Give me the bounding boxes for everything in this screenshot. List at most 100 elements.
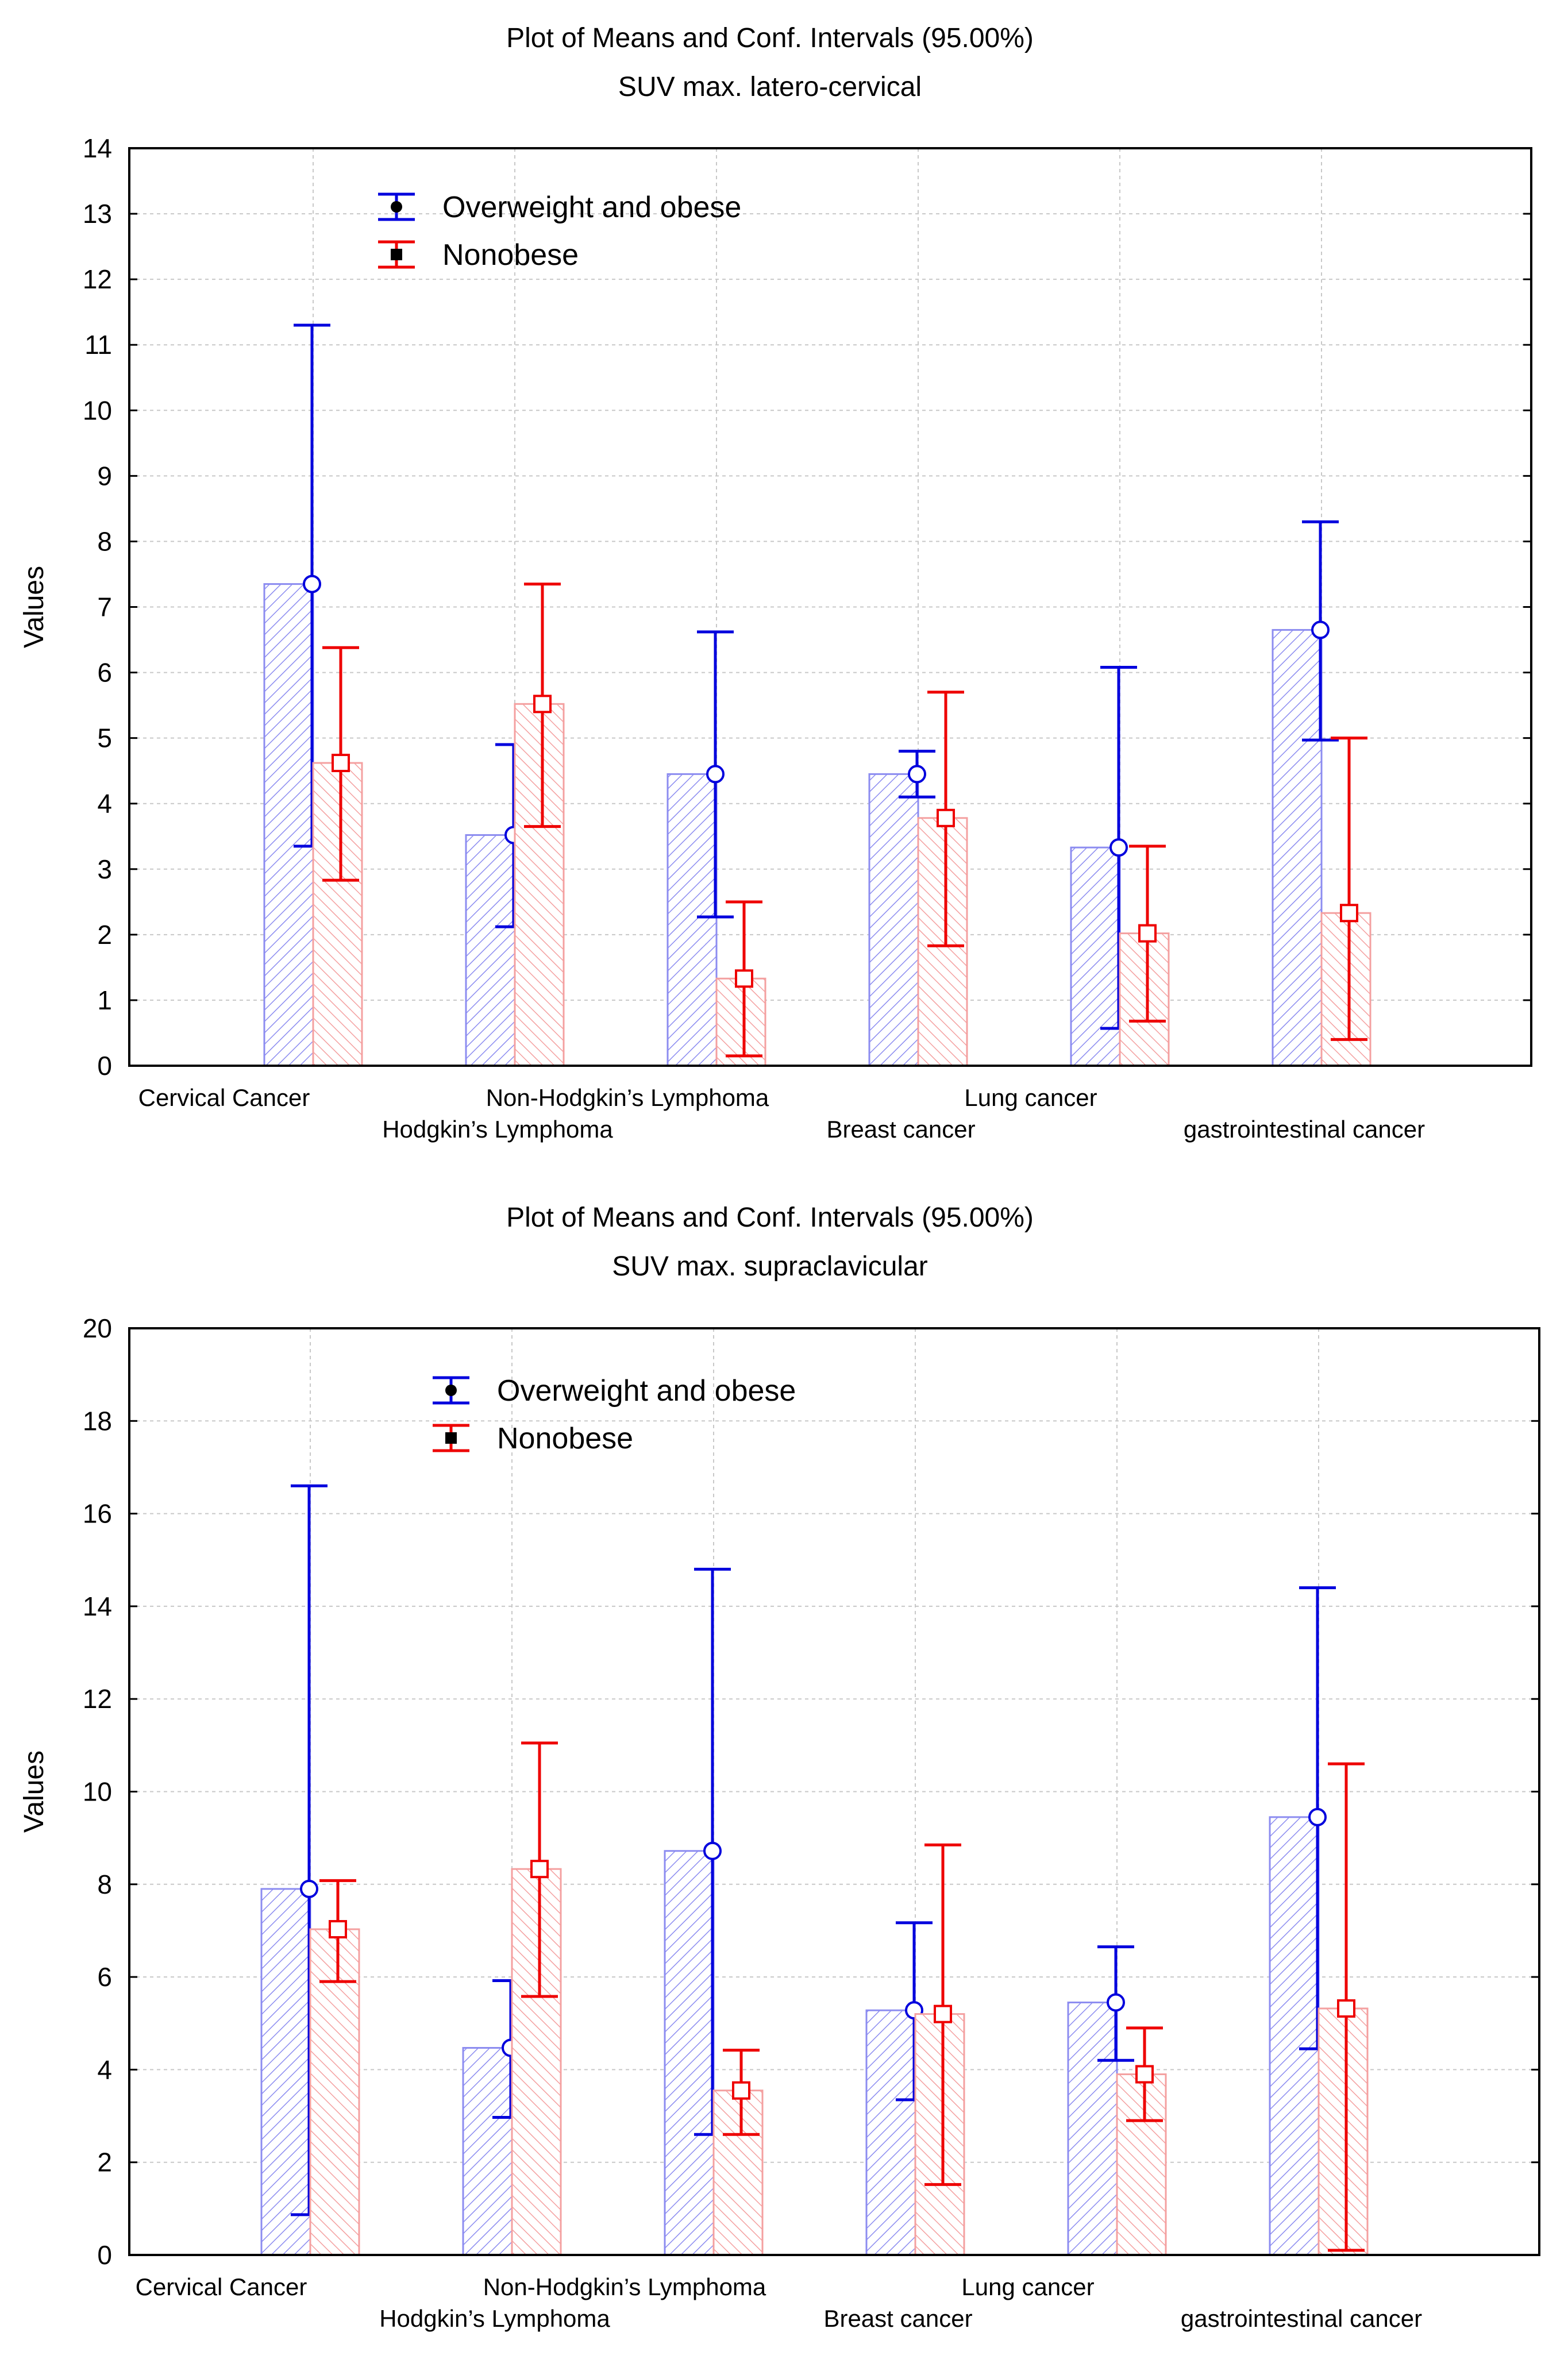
mean-marker-nonobese (530, 1860, 549, 1879)
bar-nonobese (1317, 2007, 1369, 2256)
legend-label-overweight-and-obese: Overweight and obese (497, 1374, 796, 1408)
category-group-non-hodgkin-s-lymphoma (664, 1567, 764, 2256)
mean-marker-nonobese (934, 2004, 952, 2023)
bar-nonobese (309, 1928, 360, 2256)
mean-marker-nonobese (937, 808, 955, 827)
y-tick-label: 8 (97, 1869, 112, 1899)
x-tick-label-hodgkin-s-lymphoma: Hodgkin’s Lymphoma (382, 1116, 613, 1143)
category-group-hodgkin-s-lymphoma (465, 583, 565, 1067)
bar-nonobese (715, 977, 766, 1067)
bar-nonobese (511, 1868, 562, 2256)
mean-marker-nonobese (1340, 904, 1358, 923)
bar-nonobese (312, 762, 363, 1067)
supraclavicular-chart: Plot of Means and Conf. Intervals (95.00… (19, 1202, 1540, 2332)
x-tick-label-gastrointestinal-cancer: gastrointestinal cancer (1181, 2305, 1422, 2332)
bar-overweight-and-obese (1269, 1816, 1320, 2256)
chart-subtitle: SUV max. supraclavicular (612, 1251, 928, 1282)
chart-subtitle: SUV max. latero-cervical (618, 72, 922, 102)
mean-marker-overweight-and-obese (908, 765, 926, 784)
bar-nonobese (712, 2090, 764, 2256)
y-tick-label: 9 (97, 461, 112, 491)
y-axis-label: Values (19, 566, 49, 648)
y-tick-label: 16 (83, 1499, 112, 1529)
x-tick-label-breast-cancer: Breast cancer (826, 1116, 975, 1143)
y-tick-label: 4 (97, 789, 112, 819)
x-tick-label-non-hodgkin-s-lymphoma: Non-Hodgkin’s Lymphoma (483, 2273, 766, 2300)
mean-marker-overweight-and-obese (1311, 620, 1330, 639)
legend: Overweight and obese Nonobese (433, 1374, 796, 1455)
mean-marker-nonobese (1337, 1999, 1355, 2018)
bar-overweight-and-obese (1067, 2001, 1118, 2256)
category-group-cervical-cancer (263, 323, 363, 1067)
y-tick-label: 6 (97, 1962, 112, 1992)
y-axis-label: Values (19, 1751, 49, 1833)
mean-marker-nonobese (332, 753, 350, 772)
mean-marker-overweight-and-obese (703, 1841, 722, 1860)
chart-title: Plot of Means and Conf. Intervals (95.00… (506, 1202, 1034, 1233)
y-tick-label: 20 (83, 1313, 112, 1343)
bar-overweight-and-obese (868, 773, 919, 1067)
legend: Overweight and obese Nonobese (378, 191, 741, 272)
legend-marker-square (391, 249, 402, 260)
legend-label-nonobese: Nonobese (497, 1422, 633, 1455)
category-group-breast-cancer (868, 691, 968, 1067)
mean-marker-nonobese (1135, 2065, 1154, 2084)
y-tick-label: 1 (97, 985, 112, 1015)
x-tick-label-lung-cancer: Lung cancer (961, 2273, 1094, 2300)
legend-label-overweight-and-obese: Overweight and obese (442, 191, 741, 224)
category-group-cervical-cancer (260, 1484, 360, 2256)
bar-overweight-and-obese (865, 2009, 916, 2256)
bar-nonobese (914, 2013, 965, 2256)
y-tick-label: 0 (97, 1051, 112, 1081)
y-tick-label: 3 (97, 854, 112, 884)
legend-marker-square (445, 1432, 457, 1444)
bar-overweight-and-obese (1070, 846, 1121, 1067)
mean-marker-overweight-and-obese (303, 575, 321, 593)
y-tick-label: 5 (97, 723, 112, 753)
x-tick-label-breast-cancer: Breast cancer (823, 2305, 972, 2332)
legend-label-nonobese: Nonobese (442, 238, 579, 272)
y-tick-label: 2 (97, 2148, 112, 2177)
bar-nonobese (514, 703, 565, 1067)
y-tick-label: 12 (83, 264, 112, 294)
y-tick-label: 14 (83, 133, 112, 163)
mean-marker-overweight-and-obese (1308, 1807, 1327, 1826)
y-tick-label: 18 (83, 1406, 112, 1436)
latero-cervical-chart: Plot of Means and Conf. Intervals (95.00… (19, 23, 1532, 1143)
bar-overweight-and-obese (465, 834, 516, 1067)
mean-marker-nonobese (732, 2081, 750, 2100)
bar-nonobese (1116, 2073, 1167, 2256)
plot-frame (128, 147, 1532, 1067)
category-group-breast-cancer (865, 1843, 965, 2256)
y-tick-label: 11 (84, 330, 112, 360)
mean-marker-nonobese (533, 695, 552, 714)
mean-marker-overweight-and-obese (706, 765, 725, 784)
x-tick-label-non-hodgkin-s-lymphoma: Non-Hodgkin’s Lymphoma (486, 1084, 769, 1111)
mean-marker-overweight-and-obese (300, 1879, 318, 1898)
y-tick-label: 13 (83, 199, 112, 229)
y-tick-label: 12 (83, 1684, 112, 1714)
bar-nonobese (1119, 932, 1170, 1067)
category-group-non-hodgkin-s-lymphoma (667, 630, 766, 1067)
chart-title: Plot of Means and Conf. Intervals (95.00… (506, 23, 1034, 53)
category-group-gastrointestinal-cancer (1269, 1586, 1369, 2256)
y-tick-label: 7 (97, 592, 112, 622)
x-tick-label-cervical-cancer: Cervical Cancer (136, 2273, 307, 2300)
x-tick-label-cervical-cancer: Cervical Cancer (138, 1084, 310, 1111)
x-tick-label-lung-cancer: Lung cancer (964, 1084, 1097, 1111)
mean-marker-nonobese (1138, 924, 1157, 943)
x-tick-label-hodgkin-s-lymphoma: Hodgkin’s Lymphoma (379, 2305, 610, 2332)
mean-marker-nonobese (735, 969, 753, 988)
y-tick-label: 10 (83, 395, 112, 425)
y-tick-label: 0 (97, 2240, 112, 2270)
bar-overweight-and-obese (1272, 629, 1323, 1067)
x-tick-label-gastrointestinal-cancer: gastrointestinal cancer (1184, 1116, 1425, 1143)
y-tick-label: 14 (83, 1591, 112, 1621)
bar-overweight-and-obese (664, 1850, 715, 2256)
bar-nonobese (1320, 912, 1371, 1067)
bar-overweight-and-obese (462, 2046, 513, 2256)
category-group-lung-cancer (1070, 665, 1170, 1067)
y-tick-label: 4 (97, 2054, 112, 2084)
y-tick-label: 2 (97, 920, 112, 950)
y-tick-label: 6 (97, 658, 112, 688)
